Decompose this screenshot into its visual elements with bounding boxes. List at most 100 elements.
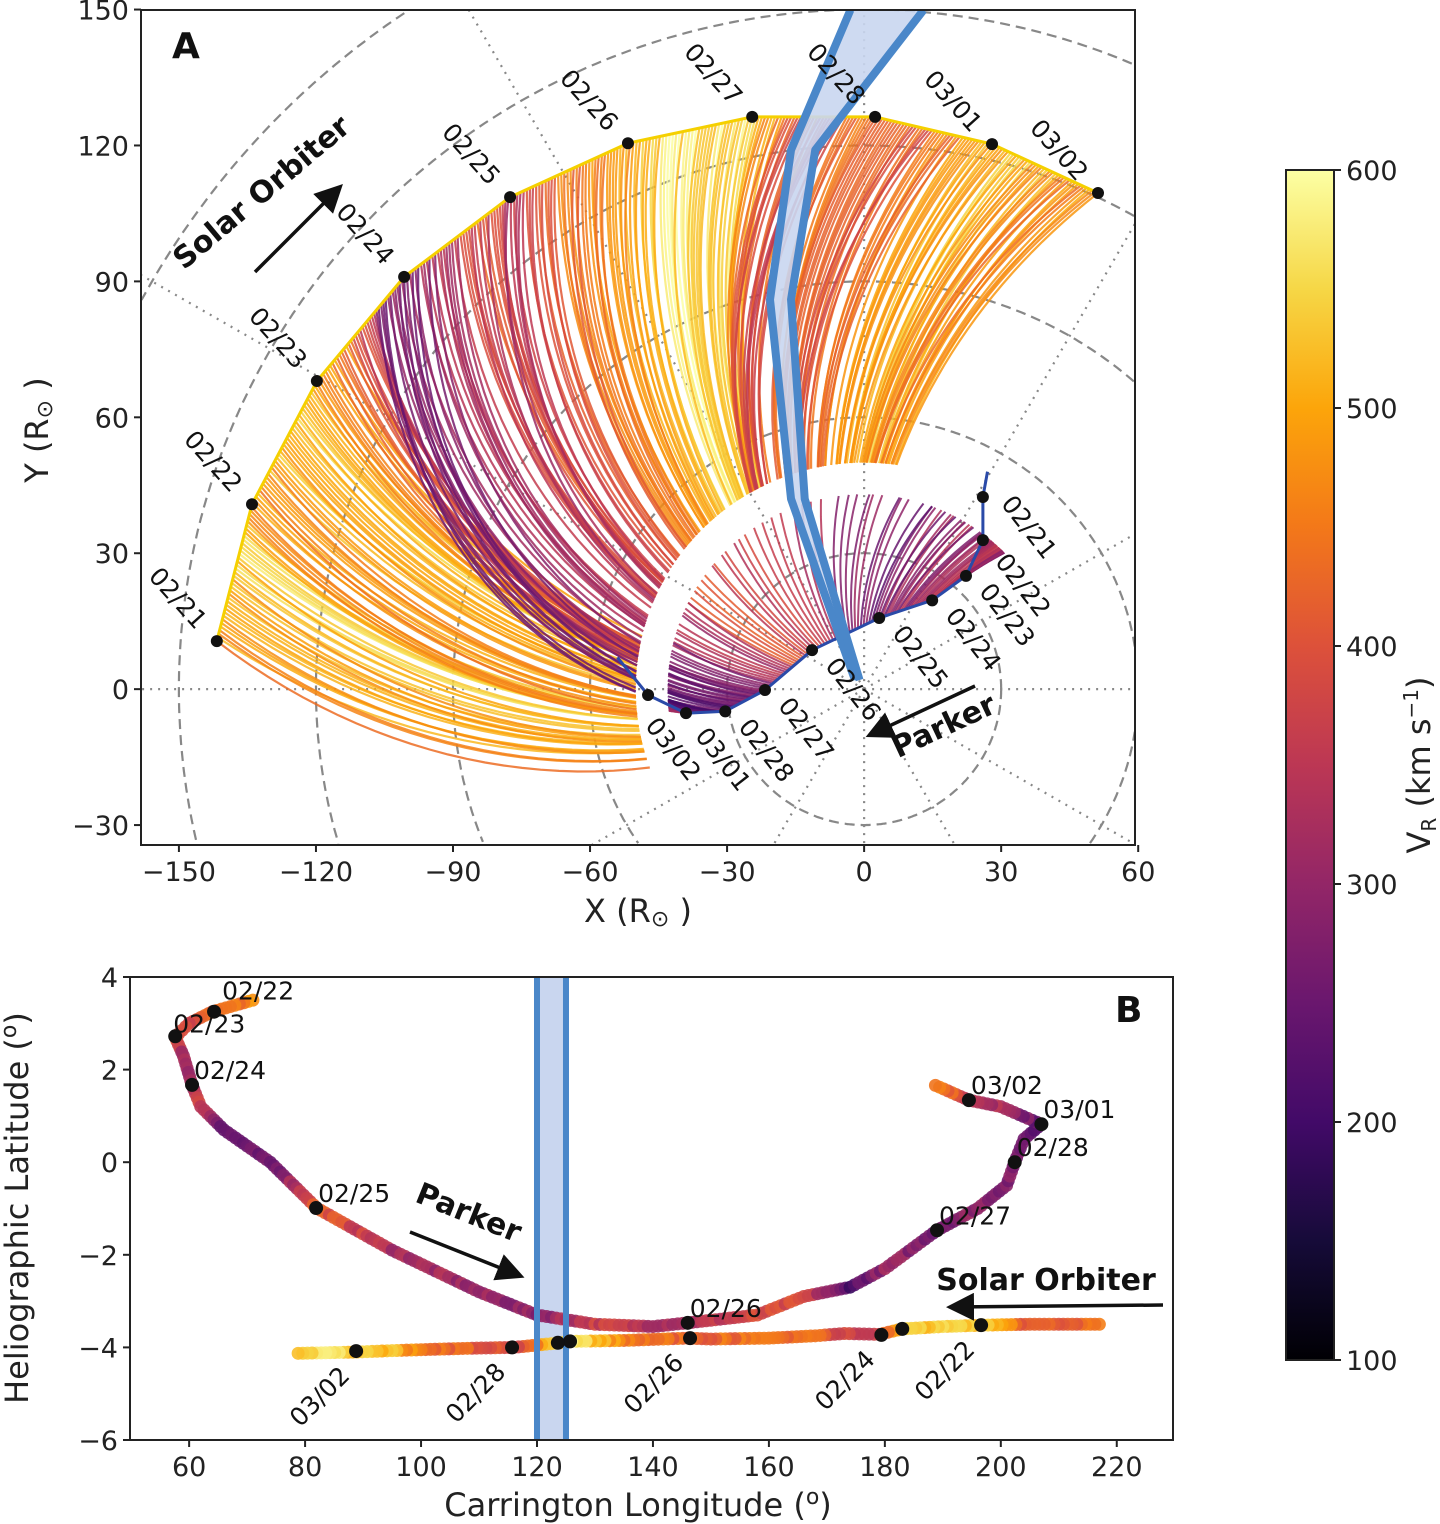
- field-line: [667, 678, 749, 700]
- field-line: [692, 126, 742, 500]
- field-line: [268, 469, 637, 687]
- parker-date-label: 02/25: [887, 620, 954, 695]
- field-line: [236, 560, 639, 728]
- colorbar-gradient: [1285, 169, 1335, 1361]
- field-line: [838, 140, 980, 465]
- field-line: [608, 150, 705, 529]
- solar-orbiter-date-marker: [246, 498, 259, 511]
- field-line: [676, 629, 783, 677]
- grid-circle: [141, 12, 405, 301]
- solar-orbiter-date-marker: [746, 110, 759, 123]
- band-edge-left: [766, 10, 859, 682]
- field-line: [690, 127, 741, 500]
- field-line: [670, 652, 770, 688]
- y-tick-label: 150: [77, 0, 129, 27]
- field-line: [653, 136, 724, 512]
- field-line: [411, 270, 637, 673]
- field-line: [891, 190, 1096, 465]
- field-line: [253, 499, 637, 708]
- parker-date-marker: [930, 1223, 945, 1238]
- field-line: [819, 131, 943, 467]
- panel-a-frame: [140, 9, 1136, 846]
- solar-orbiter-date-marker: [505, 1340, 520, 1355]
- field-line: [743, 534, 821, 648]
- field-line: [549, 177, 678, 561]
- field-line: [218, 629, 647, 763]
- field-line: [553, 176, 680, 558]
- field-line: [911, 535, 987, 608]
- x-tick-label: 200: [975, 1452, 1027, 1483]
- field-line: [733, 116, 803, 493]
- field-line: [896, 526, 975, 613]
- field-line: [279, 450, 637, 682]
- field-line: [221, 618, 645, 755]
- field-line: [920, 541, 994, 605]
- field-line: [737, 538, 818, 649]
- field-line: [450, 240, 647, 622]
- field-line: [862, 497, 903, 626]
- field-line: [668, 666, 757, 696]
- x-axis-label: Carrington Longitude (o): [444, 1485, 832, 1524]
- field-line: [905, 532, 983, 610]
- y-tick-label: 0: [101, 1148, 118, 1179]
- x-tick-label: 30: [984, 857, 1018, 888]
- x-tick-label: −60: [562, 857, 619, 888]
- field-line: [250, 505, 638, 715]
- field-line: [666, 134, 736, 504]
- field-line: [709, 121, 749, 495]
- field-line: [870, 505, 933, 622]
- parker-date-marker: [959, 569, 972, 582]
- field-line: [678, 623, 785, 675]
- solar-orbiter-date-marker: [895, 1321, 910, 1336]
- solar-orbiter-date-marker: [563, 1334, 578, 1349]
- solar-orbiter-date-marker: [1091, 187, 1104, 200]
- x-axis-label: X (R⊙ ): [584, 892, 692, 932]
- field-line: [865, 498, 910, 625]
- parker-direction-arrow: [409, 1230, 525, 1281]
- parker-date-label: 02/22: [222, 977, 294, 1006]
- colorbar-tick-label: 200: [1346, 1108, 1398, 1139]
- field-line: [667, 682, 743, 704]
- field-line: [874, 179, 1071, 464]
- field-line: [792, 507, 835, 641]
- y-tick-label: 0: [112, 675, 129, 706]
- field-line: [922, 542, 995, 604]
- panel-b: 02/22 02/23 02/24 02/25 02/26 02/27 02/28 03/01…: [0, 963, 1174, 1524]
- field-line: [883, 516, 957, 617]
- field-line: [675, 631, 781, 678]
- solar-orbiter-date-label: 02/28: [440, 1357, 511, 1428]
- solar-orbiter-date-label: 02/23: [243, 302, 313, 375]
- field-line: [289, 430, 637, 675]
- solar-orbiter-date-label: 02/24: [330, 197, 400, 270]
- field-line: [581, 163, 693, 542]
- field-line: [916, 537, 990, 607]
- field-line: [245, 527, 638, 716]
- y-tick-label: −2: [78, 1241, 118, 1272]
- grid-circle: [177, 10, 1133, 843]
- field-line: [907, 533, 984, 609]
- parker-date-marker: [642, 689, 655, 702]
- y-tick-label: 2: [101, 1056, 118, 1087]
- x-tick-label: 80: [288, 1452, 322, 1483]
- parker-date-marker: [207, 1004, 222, 1019]
- panel-a-label: A: [172, 26, 200, 67]
- parker-date-label: 02/24: [194, 1056, 266, 1085]
- field-line: [274, 459, 636, 689]
- parker-date-marker: [309, 1201, 324, 1216]
- parker-date-marker: [168, 1029, 183, 1044]
- x-tick-label: −90: [425, 857, 482, 888]
- field-line: [890, 189, 1094, 465]
- field-line: [843, 143, 992, 464]
- field-line: [531, 186, 670, 574]
- data-point: [291, 1346, 305, 1360]
- solar-orbiter-date-marker: [874, 1327, 889, 1342]
- solar-orbiter-direction-arrow: [946, 1292, 1164, 1321]
- field-line: [816, 130, 940, 468]
- solar-orbiter-direction-arrow: [253, 184, 343, 274]
- field-line: [667, 672, 753, 699]
- solar-orbiter-trajectory: [215, 115, 1099, 642]
- field-line: [414, 268, 640, 653]
- field-line: [870, 170, 1051, 463]
- solar-orbiter-date-label: 03/02: [284, 1361, 355, 1432]
- y-tick-label: 120: [77, 131, 129, 162]
